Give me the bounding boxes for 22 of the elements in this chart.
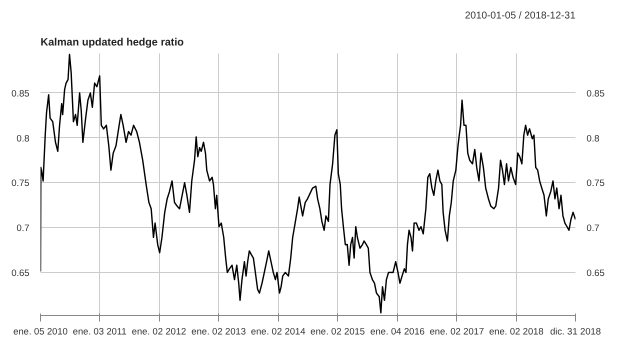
y2-tick-label: 0.65 xyxy=(586,268,605,278)
y-tick-label: 0.75 xyxy=(11,178,30,188)
y-tick-label: 0.85 xyxy=(11,88,30,98)
y2-tick-label: 0.85 xyxy=(586,88,605,98)
x-tick-label: ene. 02 2015 xyxy=(310,326,365,336)
x-tick-label: ene. 02 2013 xyxy=(191,326,246,336)
y-tick-label: 0.7 xyxy=(16,223,30,234)
x-tick-label: ene. 04 2016 xyxy=(370,326,425,336)
y-tick-label: 0.65 xyxy=(11,268,30,278)
y2-tick-label: 0.7 xyxy=(586,223,600,234)
y2-tick-label: 0.8 xyxy=(586,133,600,144)
text: 2010-01-05 / 2018-12-31 xyxy=(464,10,576,22)
y2-tick-label: 0.75 xyxy=(586,178,605,188)
chart-title: Kalman updated hedge ratio xyxy=(40,36,184,48)
x-tick-label: ene. 02 2014 xyxy=(250,326,306,336)
x-tick-label: dic. 31 2018 xyxy=(550,326,601,336)
x-tick-label: ene. 02 2018 xyxy=(489,326,544,336)
y-tick-label: 0.8 xyxy=(16,133,30,144)
x-tick-label: ene. 05 2010 xyxy=(13,326,68,336)
x-tick-label: ene. 02 2017 xyxy=(430,326,484,336)
x-tick-label: ene. 03 2011 xyxy=(72,326,127,336)
x-tick-label: ene. 02 2012 xyxy=(132,326,186,336)
